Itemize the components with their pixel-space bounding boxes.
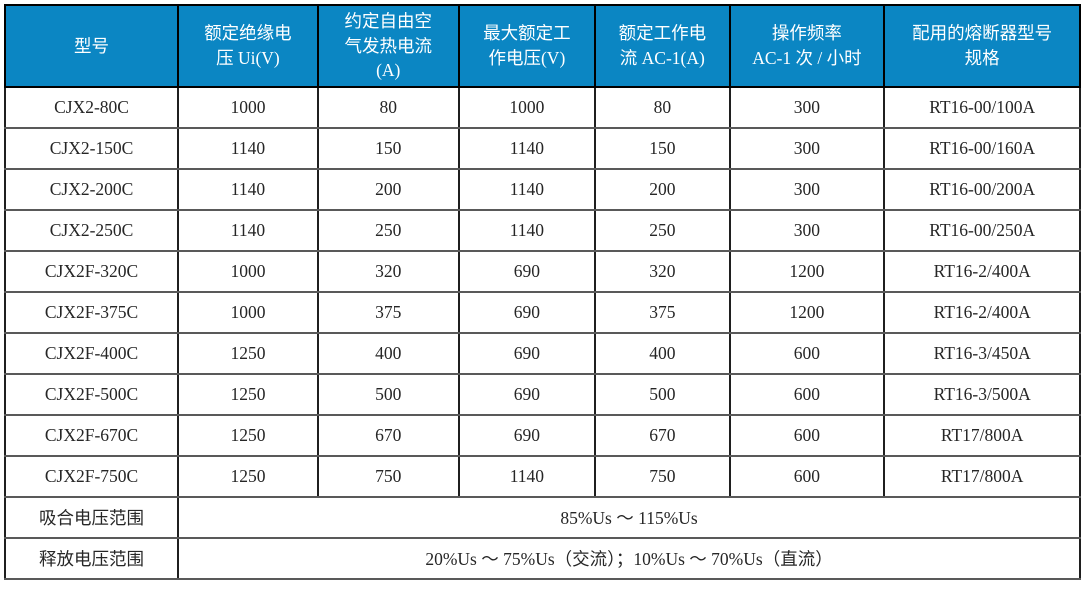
table-cell: RT16-00/250A	[883, 209, 1081, 252]
table-cell: 150	[316, 127, 460, 170]
table-cell: 1250	[177, 414, 319, 457]
column-header-model: 型号	[3, 4, 180, 88]
table-cell: 300	[728, 86, 886, 129]
table-cell: 1200	[728, 291, 886, 334]
table-cell: 690	[457, 414, 597, 457]
table-cell: 1000	[457, 86, 597, 129]
column-header-max-working-voltage: 最大额定工 作电压(V)	[457, 4, 597, 88]
column-header-operating-frequency: 操作频率 AC-1 次 / 小时	[728, 4, 886, 88]
table-cell: 500	[316, 373, 460, 416]
model-cell: CJX2F-670C	[3, 414, 180, 457]
table-cell: 300	[728, 209, 886, 252]
table-cell: 1000	[177, 291, 319, 334]
table-cell: 250	[594, 209, 731, 252]
table-cell: RT16-2/400A	[883, 250, 1081, 293]
table-cell: 670	[594, 414, 731, 457]
table-cell: 670	[316, 414, 460, 457]
table-cell: 320	[594, 250, 731, 293]
table-cell: 1140	[457, 127, 597, 170]
model-cell: CJX2-200C	[3, 168, 180, 211]
model-cell: CJX2F-375C	[3, 291, 180, 334]
table-cell: 400	[594, 332, 731, 375]
table-cell: 1000	[177, 250, 319, 293]
pickup-voltage-value: 85%Us ～ 115%Us	[177, 496, 1081, 539]
release-voltage-label: 释放电压范围	[3, 537, 180, 580]
table-row: CJX2-80C 1000 80 1000 80 300 RT16-00/100…	[3, 86, 1081, 129]
table-cell: 375	[594, 291, 731, 334]
table-cell: 1200	[728, 250, 886, 293]
table-cell: 1140	[177, 209, 319, 252]
column-header-thermal-current: 约定自由空 气发热电流 (A)	[316, 4, 460, 88]
table-cell: RT16-3/500A	[883, 373, 1081, 416]
table-cell: RT16-00/100A	[883, 86, 1081, 129]
table-row: CJX2-150C 1140 150 1140 150 300 RT16-00/…	[3, 127, 1081, 170]
spec-table-container: 型号 额定绝缘电 压 Ui(V) 约定自由空 气发热电流 (A) 最大额定工 作…	[3, 4, 1081, 580]
table-cell: 750	[594, 455, 731, 498]
table-cell: 1140	[457, 168, 597, 211]
model-cell: CJX2F-750C	[3, 455, 180, 498]
model-cell: CJX2F-320C	[3, 250, 180, 293]
table-row: CJX2F-400C 1250 400 690 400 600 RT16-3/4…	[3, 332, 1081, 375]
model-cell: CJX2F-500C	[3, 373, 180, 416]
table-cell: 300	[728, 127, 886, 170]
table-cell: RT16-00/160A	[883, 127, 1081, 170]
table-cell: 1250	[177, 455, 319, 498]
contactor-spec-table: 型号 额定绝缘电 压 Ui(V) 约定自由空 气发热电流 (A) 最大额定工 作…	[3, 4, 1081, 580]
column-header-fuse-spec: 配用的熔断器型号 规格	[883, 4, 1081, 88]
table-cell: 300	[728, 168, 886, 211]
pickup-voltage-label: 吸合电压范围	[3, 496, 180, 539]
table-cell: 690	[457, 250, 597, 293]
model-cell: CJX2-80C	[3, 86, 180, 129]
table-row: CJX2F-320C 1000 320 690 320 1200 RT16-2/…	[3, 250, 1081, 293]
model-cell: CJX2-250C	[3, 209, 180, 252]
table-cell: 400	[316, 332, 460, 375]
table-cell: 1000	[177, 86, 319, 129]
table-cell: 600	[728, 455, 886, 498]
table-cell: 500	[594, 373, 731, 416]
table-cell: RT16-00/200A	[883, 168, 1081, 211]
model-cell: CJX2-150C	[3, 127, 180, 170]
table-row: CJX2F-750C 1250 750 1140 750 600 RT17/80…	[3, 455, 1081, 498]
table-cell: 80	[594, 86, 731, 129]
table-cell: 1250	[177, 373, 319, 416]
table-cell: RT17/800A	[883, 455, 1081, 498]
table-cell: 600	[728, 332, 886, 375]
table-row: CJX2F-375C 1000 375 690 375 1200 RT16-2/…	[3, 291, 1081, 334]
table-cell: RT17/800A	[883, 414, 1081, 457]
model-cell: CJX2F-400C	[3, 332, 180, 375]
table-cell: RT16-3/450A	[883, 332, 1081, 375]
header-row: 型号 额定绝缘电 压 Ui(V) 约定自由空 气发热电流 (A) 最大额定工 作…	[3, 4, 1081, 88]
table-cell: 1250	[177, 332, 319, 375]
column-header-working-current: 额定工作电 流 AC-1(A)	[594, 4, 731, 88]
table-row: CJX2F-500C 1250 500 690 500 600 RT16-3/5…	[3, 373, 1081, 416]
table-cell: 750	[316, 455, 460, 498]
table-cell: 1140	[457, 209, 597, 252]
table-cell: 1140	[177, 127, 319, 170]
table-cell: 150	[594, 127, 731, 170]
pickup-voltage-row: 吸合电压范围 85%Us ～ 115%Us	[3, 496, 1081, 539]
table-row: CJX2-200C 1140 200 1140 200 300 RT16-00/…	[3, 168, 1081, 211]
table-cell: 200	[594, 168, 731, 211]
table-cell: 600	[728, 373, 886, 416]
release-voltage-value: 20%Us ～ 75%Us（交流）；10%Us ～ 70%Us（直流）	[177, 537, 1081, 580]
table-cell: 200	[316, 168, 460, 211]
table-cell: 690	[457, 291, 597, 334]
table-row: CJX2F-670C 1250 670 690 670 600 RT17/800…	[3, 414, 1081, 457]
table-cell: 320	[316, 250, 460, 293]
table-cell: 1140	[457, 455, 597, 498]
table-cell: 80	[316, 86, 460, 129]
table-cell: 690	[457, 332, 597, 375]
table-cell: RT16-2/400A	[883, 291, 1081, 334]
table-cell: 690	[457, 373, 597, 416]
table-row: CJX2-250C 1140 250 1140 250 300 RT16-00/…	[3, 209, 1081, 252]
release-voltage-row: 释放电压范围 20%Us ～ 75%Us（交流）；10%Us ～ 70%Us（直…	[3, 537, 1081, 580]
table-cell: 1140	[177, 168, 319, 211]
table-cell: 375	[316, 291, 460, 334]
column-header-insulation-voltage: 额定绝缘电 压 Ui(V)	[177, 4, 319, 88]
table-cell: 250	[316, 209, 460, 252]
table-cell: 600	[728, 414, 886, 457]
